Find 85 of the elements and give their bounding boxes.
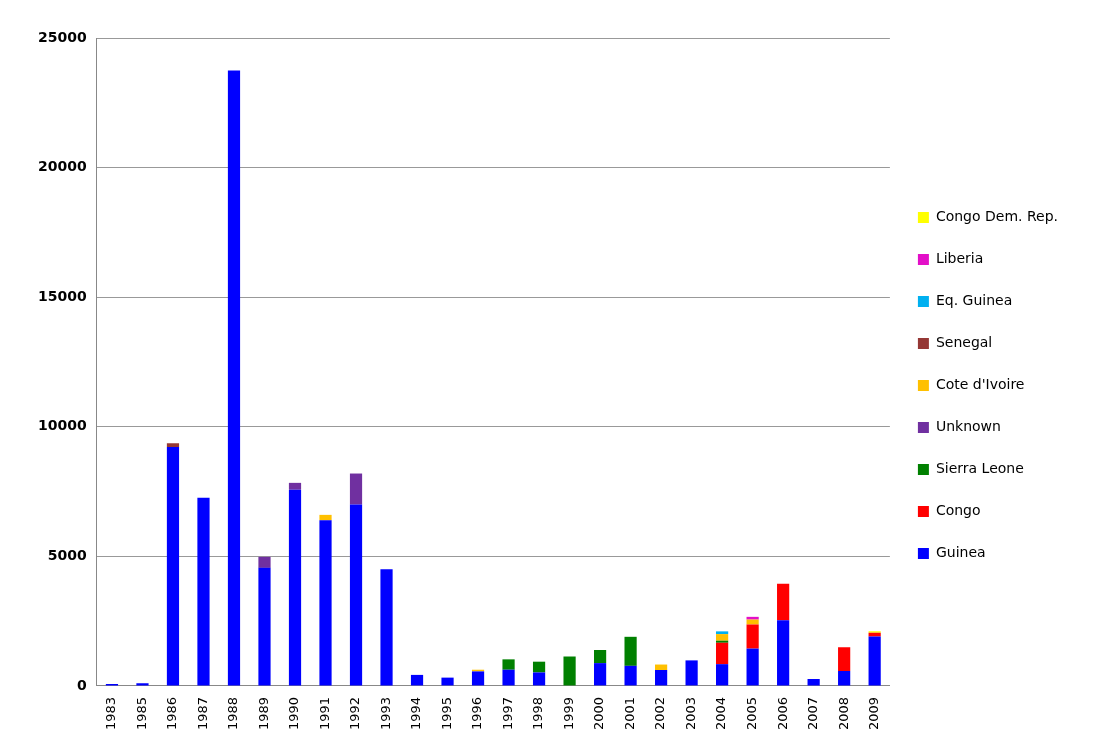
bar (349, 504, 363, 686)
bar (349, 473, 363, 505)
legend-label: Congo (935, 502, 981, 519)
bar (716, 634, 729, 641)
y-tick-label: 20000 (37, 158, 87, 175)
x-tick-label: 1987 (194, 696, 210, 731)
y-tick-label: 25000 (37, 28, 87, 45)
bar (258, 556, 271, 568)
bar (777, 620, 790, 686)
x-tick-label: 1989 (255, 696, 271, 731)
bar (288, 482, 302, 490)
bar (441, 677, 454, 686)
x-tick-label: 1996 (469, 696, 485, 731)
bar (746, 648, 759, 686)
x-tick-label: 1988 (225, 696, 241, 731)
y-tick-label: 10000 (37, 417, 87, 434)
x-tick-label: 1998 (530, 696, 546, 731)
legend-label: Congo Dem. Rep. (935, 208, 1059, 225)
bar (319, 514, 332, 521)
x-tick-label: 1986 (164, 696, 180, 731)
bar (716, 642, 729, 665)
bar (197, 497, 210, 686)
bar (166, 446, 180, 686)
bar (227, 70, 241, 686)
legend-label: Cote d'Ivoire (935, 376, 1025, 393)
x-tick-label: 1994 (408, 696, 424, 731)
bar (593, 663, 607, 686)
x-tick-label: 1993 (377, 696, 393, 731)
x-tick-label: 1991 (316, 696, 332, 731)
bar (532, 672, 546, 686)
x-tick-label: 2009 (866, 696, 882, 731)
x-tick-label: 1995 (438, 696, 454, 731)
bar (868, 636, 881, 686)
x-tick-label: 2003 (682, 696, 698, 731)
legend-label: Eq. Guinea (935, 292, 1013, 309)
bar (532, 661, 546, 673)
bar (380, 569, 393, 686)
bar (166, 443, 180, 447)
x-tick-label: 2005 (743, 696, 759, 731)
bar (716, 664, 729, 686)
y-tick-label: 15000 (37, 287, 87, 304)
bar (746, 624, 759, 649)
bar (502, 669, 515, 686)
x-tick-label: 2001 (621, 696, 637, 731)
bar (624, 665, 637, 686)
x-tick-label: 1985 (133, 696, 149, 731)
bar (838, 671, 851, 686)
x-tick-label: 2007 (805, 696, 821, 731)
bar (288, 489, 302, 686)
legend-label: Unknown (935, 418, 1001, 435)
bar (655, 664, 668, 670)
x-tick-label: 2004 (713, 696, 729, 731)
bar (319, 520, 332, 686)
legend-label: Guinea (935, 544, 986, 561)
x-tick-label: 1992 (347, 696, 363, 731)
bar (258, 567, 271, 686)
bar (838, 647, 851, 672)
bar (563, 656, 576, 686)
x-tick-label: 1990 (286, 696, 302, 731)
bar (807, 679, 820, 686)
y-tick-label: 5000 (47, 546, 87, 563)
bar (593, 650, 607, 664)
y-tick-label: 0 (76, 676, 87, 693)
bar (624, 636, 637, 666)
x-tick-label: 1983 (103, 696, 119, 731)
x-tick-label: 2000 (591, 696, 607, 731)
bar (136, 683, 149, 686)
x-tick-label: 2006 (774, 696, 790, 731)
bar (471, 671, 485, 686)
legend-label: Senegal (935, 334, 993, 351)
bar (868, 632, 881, 637)
bar (685, 660, 698, 686)
bar (716, 640, 729, 643)
x-tick-label: 1997 (499, 696, 515, 731)
legend-label: Liberia (935, 250, 984, 267)
bar (655, 669, 668, 686)
bar (746, 616, 759, 620)
bar (716, 631, 729, 635)
x-tick-label: 2008 (835, 696, 851, 731)
x-tick-label: 1999 (560, 696, 576, 731)
bar (777, 583, 790, 621)
x-tick-label: 2002 (652, 696, 668, 731)
bar (410, 674, 424, 686)
legend-label: Sierra Leone (935, 460, 1024, 477)
bar (502, 659, 515, 670)
